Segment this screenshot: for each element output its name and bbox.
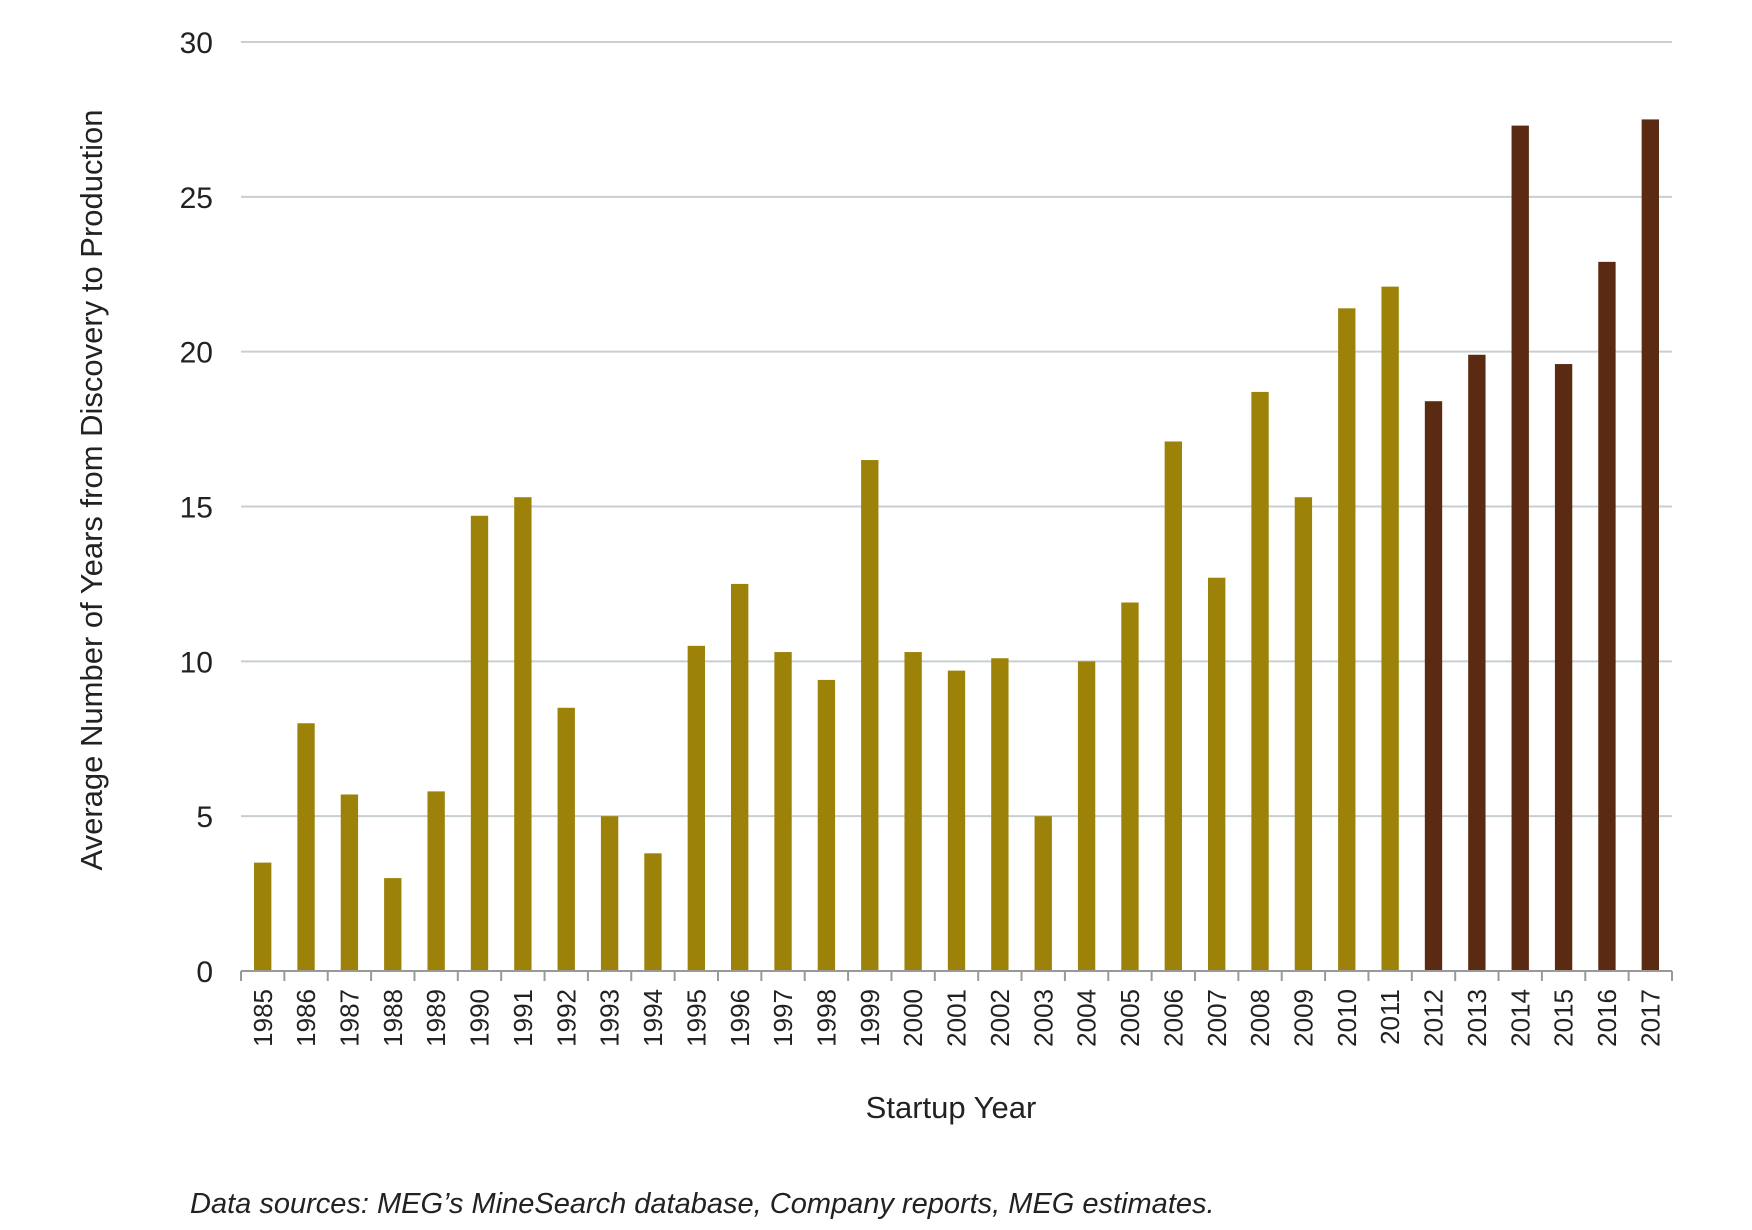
bar-1996 — [731, 583, 749, 971]
x-tick-label: 2001 — [942, 989, 972, 1047]
bar-2016 — [1598, 261, 1616, 971]
y-tick-label: 15 — [180, 492, 213, 525]
bar-2007 — [1208, 577, 1226, 971]
x-tick-label: 1986 — [291, 989, 321, 1047]
x-tick-label: 2009 — [1289, 989, 1319, 1047]
x-tick-label: 1996 — [725, 989, 755, 1047]
x-tick-label: 1994 — [638, 989, 668, 1047]
bar-1995 — [687, 645, 705, 971]
bar-2014 — [1511, 125, 1529, 972]
bar-2001 — [947, 670, 966, 971]
x-tick-label: 2004 — [1072, 989, 1102, 1047]
y-axis-label: Average Number of Years from Discovery t… — [74, 109, 109, 871]
x-tick-label: 2010 — [1332, 989, 1362, 1047]
x-tick-label: 1991 — [508, 989, 538, 1047]
bar-1990 — [470, 515, 489, 971]
x-tick-label: 2013 — [1462, 989, 1492, 1047]
bar-1987 — [340, 794, 359, 971]
bar-2000 — [904, 652, 922, 971]
y-tick-label: 5 — [196, 801, 213, 834]
bar-1999 — [861, 460, 879, 971]
bar-2009 — [1294, 497, 1313, 971]
y-tick-label: 25 — [180, 182, 213, 215]
x-tick-label: 1988 — [378, 989, 408, 1047]
bar-1986 — [297, 723, 315, 971]
bar-2013 — [1468, 354, 1486, 972]
bar-2017 — [1641, 119, 1659, 971]
bar-2015 — [1554, 364, 1573, 971]
y-tick-label: 10 — [180, 646, 213, 679]
bar-2002 — [991, 658, 1009, 971]
x-tick-label: 1992 — [551, 989, 581, 1047]
source-note: Data sources: MEG’s MineSearch database,… — [190, 1188, 1215, 1220]
x-tick-label: 1985 — [248, 989, 278, 1047]
x-tick-label: 1990 — [465, 989, 495, 1047]
x-tick-label: 1997 — [768, 989, 798, 1047]
bar-1985 — [254, 862, 272, 971]
y-tick-label: 30 — [180, 27, 213, 60]
x-tick-label: 2008 — [1245, 989, 1275, 1047]
bar-1997 — [774, 652, 792, 971]
bar-1998 — [817, 679, 836, 971]
x-tick-label: 2012 — [1419, 989, 1449, 1047]
x-tick-label: 2006 — [1158, 989, 1188, 1047]
x-tick-label: 1995 — [681, 989, 711, 1047]
bar-1994 — [644, 853, 662, 971]
x-tick-label: 1998 — [812, 989, 842, 1047]
x-tick-label: 2007 — [1202, 989, 1232, 1047]
y-tick-label: 20 — [180, 337, 213, 370]
bar-2006 — [1164, 441, 1182, 972]
bar-2003 — [1034, 816, 1052, 971]
bar-2010 — [1338, 308, 1356, 971]
x-tick-label: 1987 — [335, 989, 365, 1047]
x-tick-label: 2011 — [1375, 989, 1405, 1045]
x-tick-label: 2002 — [985, 989, 1015, 1047]
x-tick-label: 2017 — [1635, 989, 1665, 1047]
bar-1993 — [600, 816, 619, 971]
bar-2008 — [1251, 391, 1269, 971]
bar-1989 — [427, 791, 445, 971]
x-tick-label: 2014 — [1505, 989, 1535, 1047]
bar-2005 — [1121, 602, 1139, 971]
x-tick-label: 2016 — [1592, 989, 1622, 1047]
bar-2004 — [1077, 661, 1096, 971]
bar-1988 — [384, 878, 402, 971]
bar-2012 — [1424, 401, 1443, 971]
x-axis-label-wrap: Startup Year — [0, 1090, 1752, 1126]
x-tick-label: 2005 — [1115, 989, 1145, 1047]
y-tick-label: 0 — [196, 956, 213, 989]
x-tick-label: 2015 — [1549, 989, 1579, 1047]
x-axis-label: Startup Year — [865, 1090, 1037, 1125]
bar-1991 — [514, 497, 532, 971]
bar-1992 — [557, 707, 575, 971]
x-tick-label: 2000 — [898, 989, 928, 1047]
bar-2011 — [1381, 286, 1399, 971]
x-tick-label: 1989 — [421, 989, 451, 1047]
x-tick-label: 1993 — [595, 989, 625, 1047]
x-tick-label: 1999 — [855, 989, 885, 1047]
x-tick-label: 2003 — [1028, 989, 1058, 1047]
